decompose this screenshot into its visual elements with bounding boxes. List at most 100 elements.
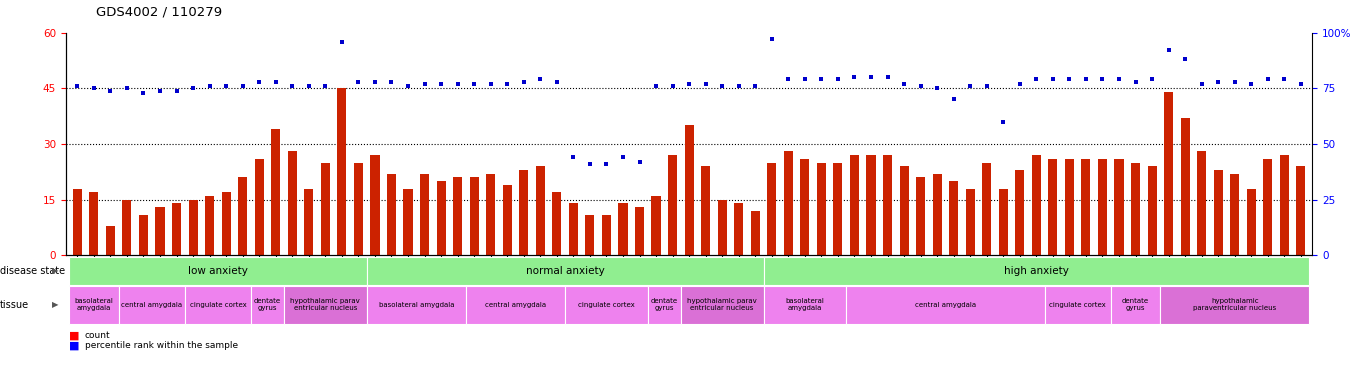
Bar (1280, 155, 1289, 255)
Bar (618, 204, 627, 255)
Bar (949, 181, 958, 255)
Text: cingulate cortex: cingulate cortex (189, 302, 247, 308)
Text: basolateral
amygdala: basolateral amygdala (785, 298, 825, 311)
Point (943, 96, 964, 103)
Bar (73, 189, 82, 255)
Point (281, 83, 303, 89)
Point (1043, 76, 1064, 83)
Point (248, 79, 270, 85)
Bar (89, 192, 99, 255)
Point (264, 79, 286, 85)
Bar (701, 166, 710, 255)
Text: low anxiety: low anxiety (188, 266, 248, 276)
Point (1008, 81, 1030, 87)
Bar (155, 207, 164, 255)
Bar (271, 129, 281, 255)
Text: hypothalamic
paraventricular nucleus: hypothalamic paraventricular nucleus (1193, 298, 1277, 311)
Point (1207, 79, 1229, 85)
Point (314, 83, 336, 89)
Point (1240, 81, 1262, 87)
Point (1108, 76, 1130, 83)
Text: disease state: disease state (0, 266, 66, 276)
Bar (304, 189, 314, 255)
Text: normal anxiety: normal anxiety (526, 266, 604, 276)
Point (84, 85, 105, 91)
Point (1223, 79, 1245, 85)
Point (215, 83, 237, 89)
Text: ■: ■ (68, 331, 79, 341)
Bar (386, 174, 396, 255)
Bar (718, 200, 726, 255)
Bar (833, 162, 843, 255)
Text: dentate
gyrus: dentate gyrus (651, 298, 678, 311)
Bar (288, 151, 297, 255)
Point (364, 79, 386, 85)
Bar (849, 155, 859, 255)
Point (744, 83, 766, 89)
Bar (866, 155, 875, 255)
Bar (669, 155, 677, 255)
Bar (238, 177, 247, 255)
Bar (105, 226, 115, 255)
Text: central amygdala: central amygdala (485, 302, 547, 308)
Bar (999, 189, 1008, 255)
Bar (353, 162, 363, 255)
Point (430, 81, 452, 87)
Bar (421, 174, 429, 255)
Point (133, 90, 155, 96)
Bar (173, 204, 181, 255)
Point (926, 85, 948, 91)
Text: count: count (85, 331, 111, 340)
Point (793, 76, 815, 83)
Bar (1015, 170, 1025, 255)
Text: basolateral
amygdala: basolateral amygdala (74, 298, 114, 311)
Bar (685, 126, 693, 255)
Point (397, 83, 419, 89)
Bar (652, 196, 660, 255)
Point (447, 81, 469, 87)
Point (711, 83, 733, 89)
Text: ▶: ▶ (52, 300, 58, 310)
Bar (189, 200, 197, 255)
Point (116, 85, 138, 91)
Text: dentate
gyrus: dentate gyrus (1122, 298, 1149, 311)
Bar (1164, 92, 1173, 255)
Point (232, 83, 253, 89)
Bar (321, 162, 330, 255)
Point (182, 85, 204, 91)
Bar (982, 162, 992, 255)
Bar (1296, 166, 1306, 255)
Point (100, 88, 122, 94)
Point (777, 76, 799, 83)
Bar (437, 181, 445, 255)
Point (760, 36, 782, 42)
Point (1092, 76, 1114, 83)
Point (695, 81, 717, 87)
Bar (1064, 159, 1074, 255)
Point (910, 83, 932, 89)
Point (414, 81, 436, 87)
Bar (404, 189, 412, 255)
Point (1141, 76, 1163, 83)
Point (662, 83, 684, 89)
Point (811, 76, 833, 83)
Point (844, 74, 866, 80)
Bar (817, 162, 826, 255)
Bar (536, 166, 545, 255)
Bar (470, 177, 478, 255)
Bar (138, 215, 148, 255)
Bar (1181, 118, 1189, 255)
Bar (255, 159, 264, 255)
Point (992, 119, 1014, 125)
Bar (767, 162, 777, 255)
Bar (486, 174, 495, 255)
Bar (634, 207, 644, 255)
Bar (784, 151, 793, 255)
Text: basolateral amygdala: basolateral amygdala (378, 302, 453, 308)
Bar (1081, 159, 1091, 255)
Point (629, 159, 651, 165)
Point (381, 79, 403, 85)
Point (596, 161, 618, 167)
Bar (585, 215, 595, 255)
Point (512, 79, 534, 85)
